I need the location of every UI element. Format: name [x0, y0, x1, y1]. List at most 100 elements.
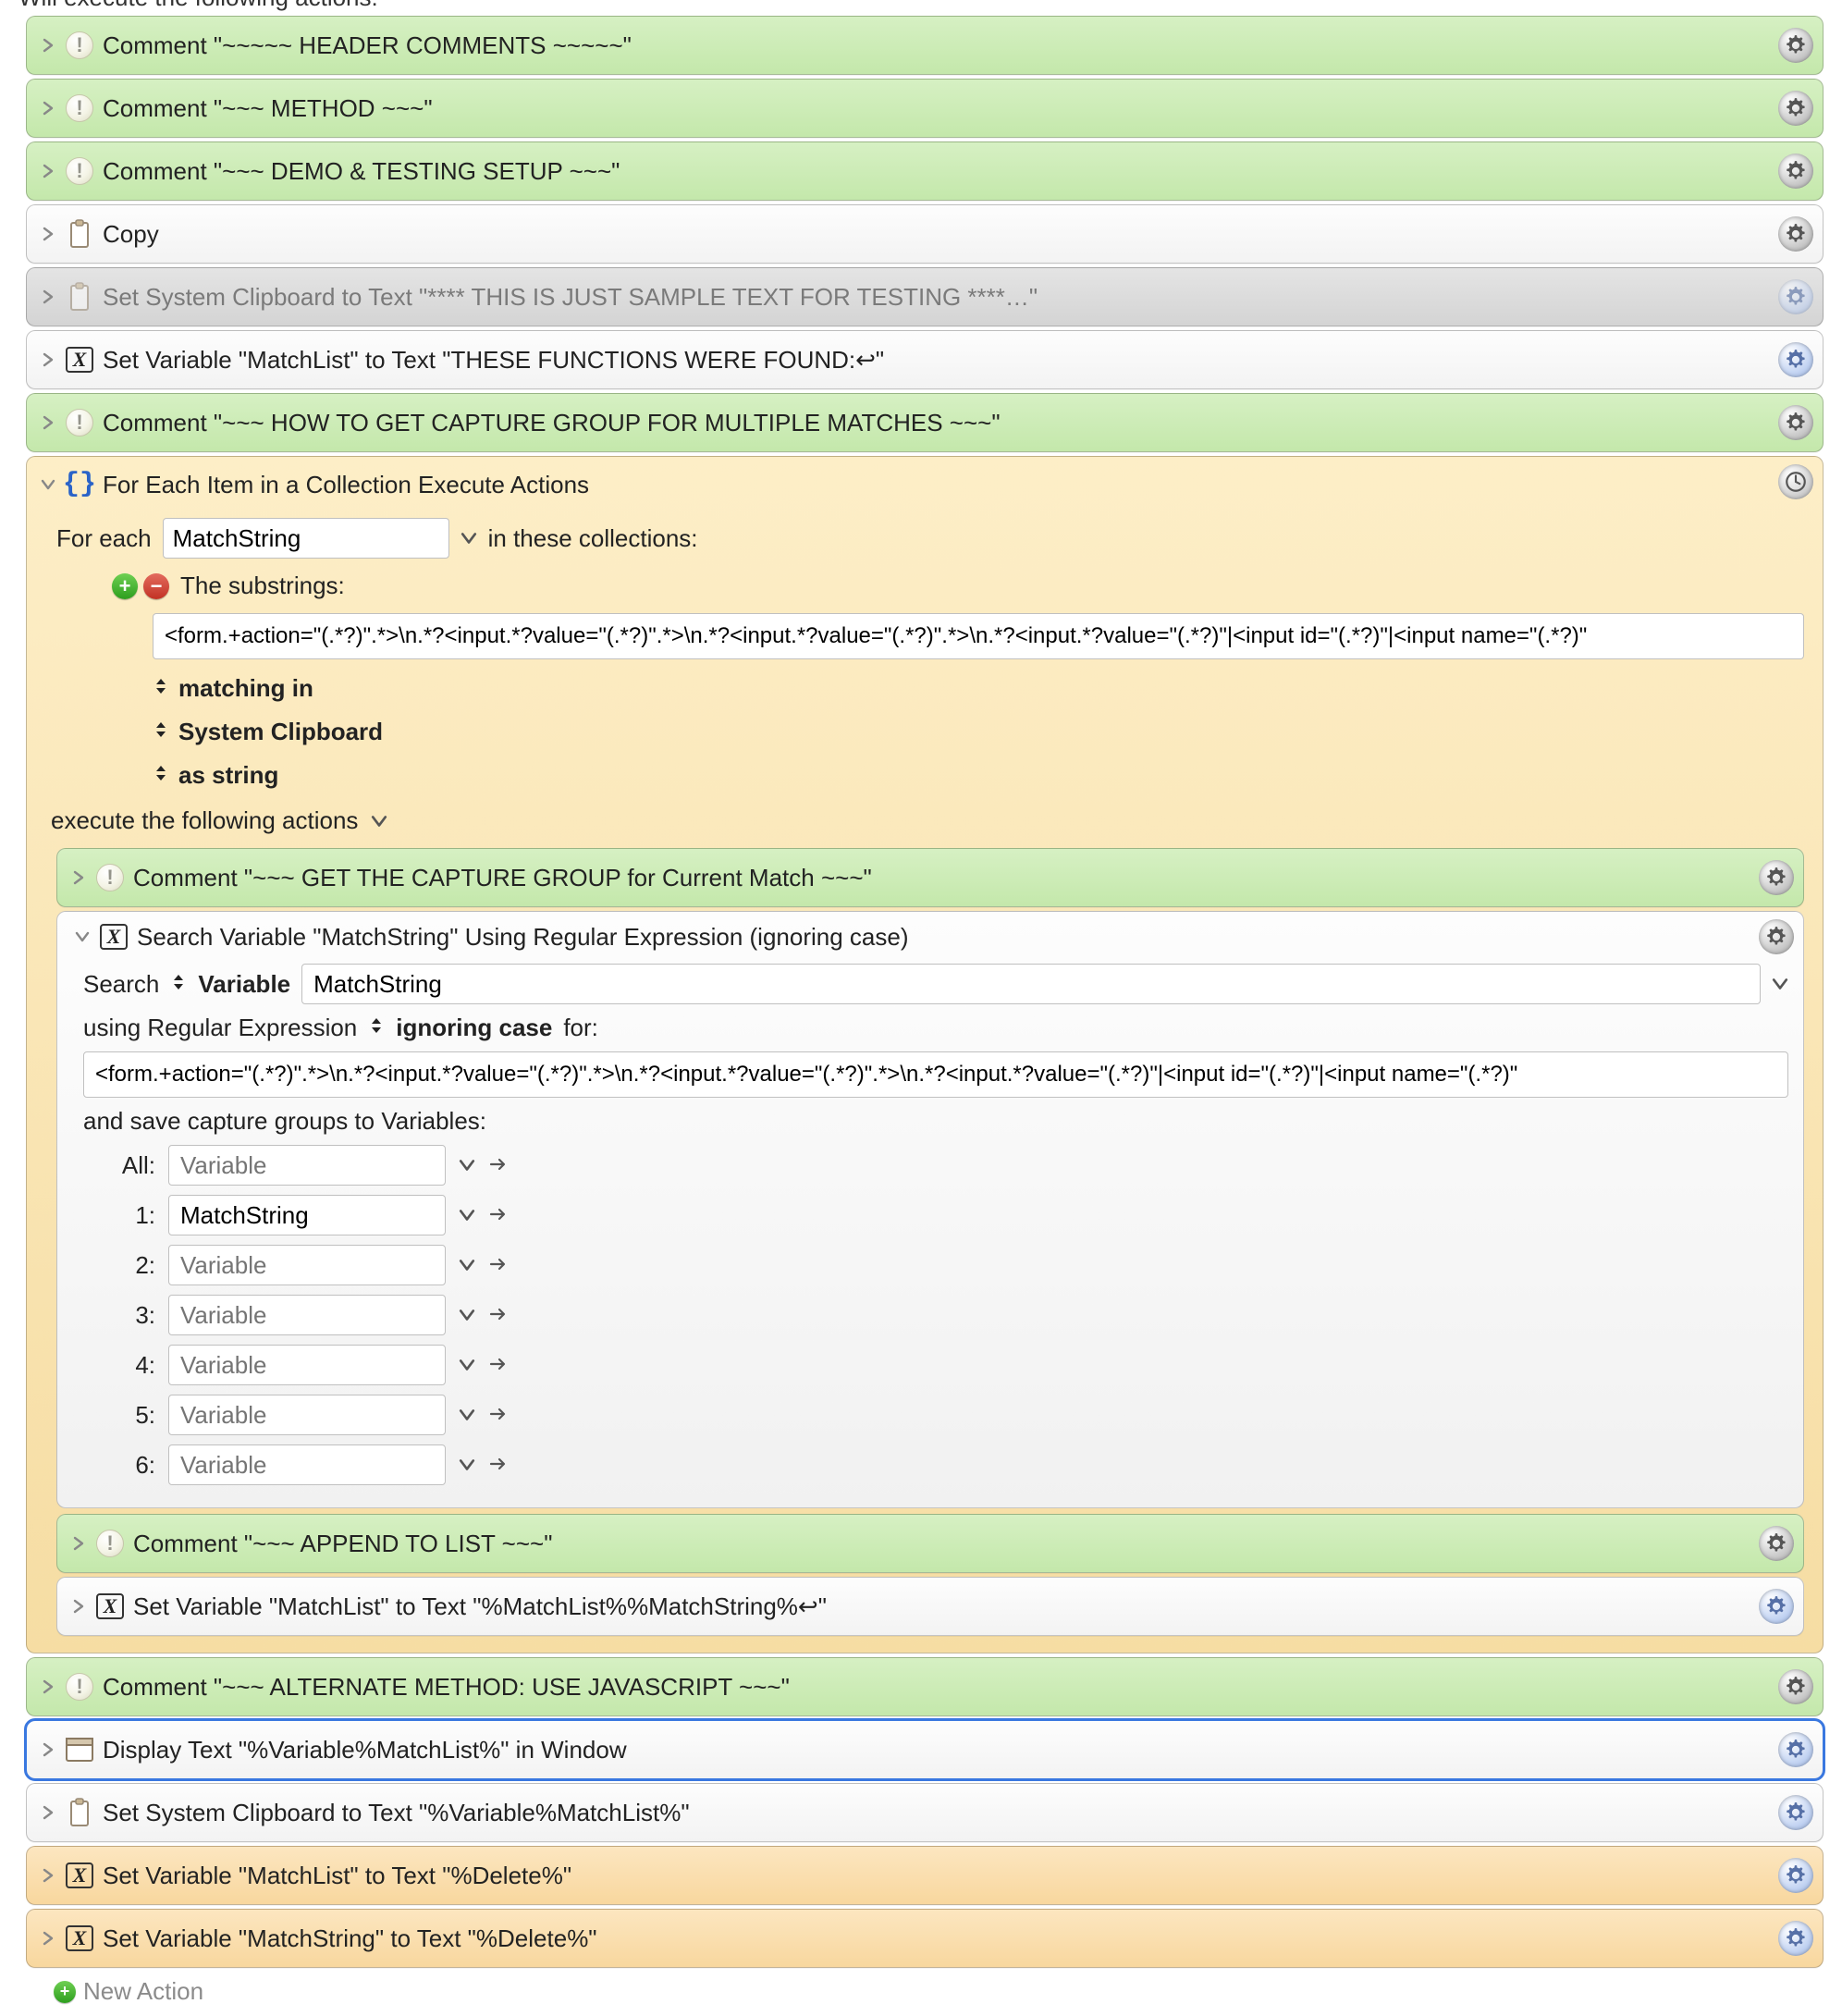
gear-icon[interactable] [1759, 919, 1794, 954]
disclosure-icon[interactable] [38, 1677, 58, 1697]
updown-icon[interactable] [368, 1014, 385, 1042]
disclosure-icon[interactable] [38, 224, 58, 244]
inner-comment-getcapture[interactable]: ! Comment "~~~ GET THE CAPTURE GROUP for… [56, 848, 1804, 907]
disclosure-icon[interactable] [38, 1928, 58, 1948]
cap-var-5[interactable] [168, 1395, 446, 1435]
disclosure-icon[interactable] [38, 1802, 58, 1823]
search-variable-input[interactable] [301, 964, 1761, 1004]
action-label: Set Variable "MatchList" to Text "THESE … [103, 346, 1778, 375]
disclosure-icon[interactable] [68, 867, 89, 888]
chevron-down-icon[interactable] [459, 1307, 475, 1323]
disclosure-icon[interactable] [68, 1533, 89, 1554]
action-comment-alternate[interactable]: ! Comment "~~~ ALTERNATE METHOD: USE JAV… [26, 1657, 1824, 1716]
action-comment-method[interactable]: ! Comment "~~~ METHOD ~~~" [26, 79, 1824, 138]
updown-icon[interactable] [153, 718, 169, 746]
arrow-icon[interactable] [488, 1451, 507, 1480]
gear-icon[interactable] [1778, 154, 1813, 189]
updown-icon[interactable] [170, 970, 187, 999]
gear-icon[interactable] [1759, 1526, 1794, 1561]
cap-var-4[interactable] [168, 1345, 446, 1385]
opt-matching-label[interactable]: matching in [178, 674, 313, 703]
updown-icon[interactable] [153, 674, 169, 703]
comment-icon: ! [64, 407, 95, 438]
gear-icon[interactable] [1778, 1732, 1813, 1767]
execute-label: execute the following actions [51, 806, 358, 835]
ignoring-label[interactable]: ignoring case [396, 1014, 552, 1042]
chevron-down-icon[interactable] [459, 1457, 475, 1473]
gear-icon[interactable] [1759, 860, 1794, 895]
gear-icon[interactable] [1778, 1795, 1813, 1830]
disclosure-icon[interactable] [38, 474, 58, 495]
arrow-icon[interactable] [488, 1351, 507, 1380]
disclosure-icon[interactable] [38, 161, 58, 181]
action-comment-demo[interactable]: ! Comment "~~~ DEMO & TESTING SETUP ~~~" [26, 141, 1824, 201]
foreach-variable-input[interactable] [163, 518, 449, 559]
chevron-down-icon[interactable] [459, 1207, 475, 1223]
gear-icon[interactable] [1778, 279, 1813, 314]
substrings-regex-input[interactable] [153, 613, 1804, 659]
chevron-down-icon[interactable] [371, 813, 387, 830]
action-delete-matchstring[interactable]: X Set Variable "MatchString" to Text "%D… [26, 1909, 1824, 1968]
disclosure-icon[interactable] [68, 1596, 89, 1616]
action-label: Set System Clipboard to Text "**** THIS … [103, 283, 1778, 312]
action-display-text[interactable]: Display Text "%Variable%MatchList%" in W… [26, 1720, 1824, 1779]
gear-icon[interactable] [1778, 1669, 1813, 1704]
chevron-down-icon[interactable] [459, 1257, 475, 1273]
gear-icon[interactable] [1778, 216, 1813, 252]
disclosure-icon[interactable] [38, 1865, 58, 1886]
opt-as-label[interactable]: as string [178, 761, 278, 790]
gear-icon[interactable] [1778, 1921, 1813, 1956]
clock-icon[interactable] [1778, 464, 1813, 499]
gear-icon[interactable] [1759, 1589, 1794, 1624]
arrow-icon[interactable] [488, 1151, 507, 1180]
disclosure-icon[interactable] [38, 287, 58, 307]
action-set-clipboard-disabled[interactable]: Set System Clipboard to Text "**** THIS … [26, 267, 1824, 326]
arrow-icon[interactable] [488, 1201, 507, 1230]
opt-source-label[interactable]: System Clipboard [178, 718, 383, 746]
action-comment-howto[interactable]: ! Comment "~~~ HOW TO GET CAPTURE GROUP … [26, 393, 1824, 452]
action-set-clipboard-2[interactable]: Set System Clipboard to Text "%Variable%… [26, 1783, 1824, 1842]
gear-icon[interactable] [1778, 1858, 1813, 1893]
action-comment-header[interactable]: ! Comment "~~~~~ HEADER COMMENTS ~~~~~" [26, 16, 1824, 75]
inner-set-variable-append[interactable]: X Set Variable "MatchList" to Text "%Mat… [56, 1577, 1804, 1636]
action-label: For Each Item in a Collection Execute Ac… [103, 471, 1813, 499]
cap-var-all[interactable] [168, 1145, 446, 1186]
chevron-down-icon[interactable] [459, 1407, 475, 1423]
chevron-down-icon[interactable] [460, 530, 477, 547]
arrow-icon[interactable] [488, 1301, 507, 1330]
gear-icon[interactable] [1778, 91, 1813, 126]
search-regex-input[interactable] [83, 1051, 1788, 1098]
chevron-down-icon[interactable] [459, 1157, 475, 1174]
disclosure-icon[interactable] [38, 98, 58, 118]
comment-icon: ! [94, 862, 126, 893]
add-icon[interactable]: + [112, 573, 138, 599]
cap-var-2[interactable] [168, 1245, 446, 1285]
chevron-down-icon[interactable] [459, 1357, 475, 1373]
inner-comment-append[interactable]: ! Comment "~~~ APPEND TO LIST ~~~" [56, 1514, 1804, 1573]
action-set-variable-matchlist[interactable]: X Set Variable "MatchList" to Text "THES… [26, 330, 1824, 389]
chevron-down-icon[interactable] [1772, 976, 1788, 992]
cap-var-6[interactable] [168, 1444, 446, 1485]
cap-var-1[interactable] [168, 1195, 446, 1235]
add-icon: + [54, 1981, 76, 2003]
gear-icon[interactable] [1778, 342, 1813, 377]
gear-icon[interactable] [1778, 28, 1813, 63]
disclosure-icon[interactable] [38, 412, 58, 433]
arrow-icon[interactable] [488, 1401, 507, 1430]
cap-var-3[interactable] [168, 1295, 446, 1335]
remove-icon[interactable]: − [143, 573, 169, 599]
comment-icon: ! [64, 30, 95, 61]
search-kind[interactable]: Variable [198, 970, 290, 999]
action-copy[interactable]: Copy [26, 204, 1824, 264]
disclosure-icon[interactable] [38, 35, 58, 55]
action-search-variable[interactable]: X Search Variable "MatchString" Using Re… [56, 911, 1804, 1508]
disclosure-icon[interactable] [72, 927, 92, 947]
disclosure-icon[interactable] [38, 1739, 58, 1760]
arrow-icon[interactable] [488, 1251, 507, 1280]
updown-icon[interactable] [153, 761, 169, 790]
new-action-button[interactable]: + New Action [54, 1977, 1824, 2006]
gear-icon[interactable] [1778, 405, 1813, 440]
disclosure-icon[interactable] [38, 350, 58, 370]
action-foreach[interactable]: {} For Each Item in a Collection Execute… [26, 456, 1824, 1653]
action-delete-matchlist[interactable]: X Set Variable "MatchList" to Text "%Del… [26, 1846, 1824, 1905]
